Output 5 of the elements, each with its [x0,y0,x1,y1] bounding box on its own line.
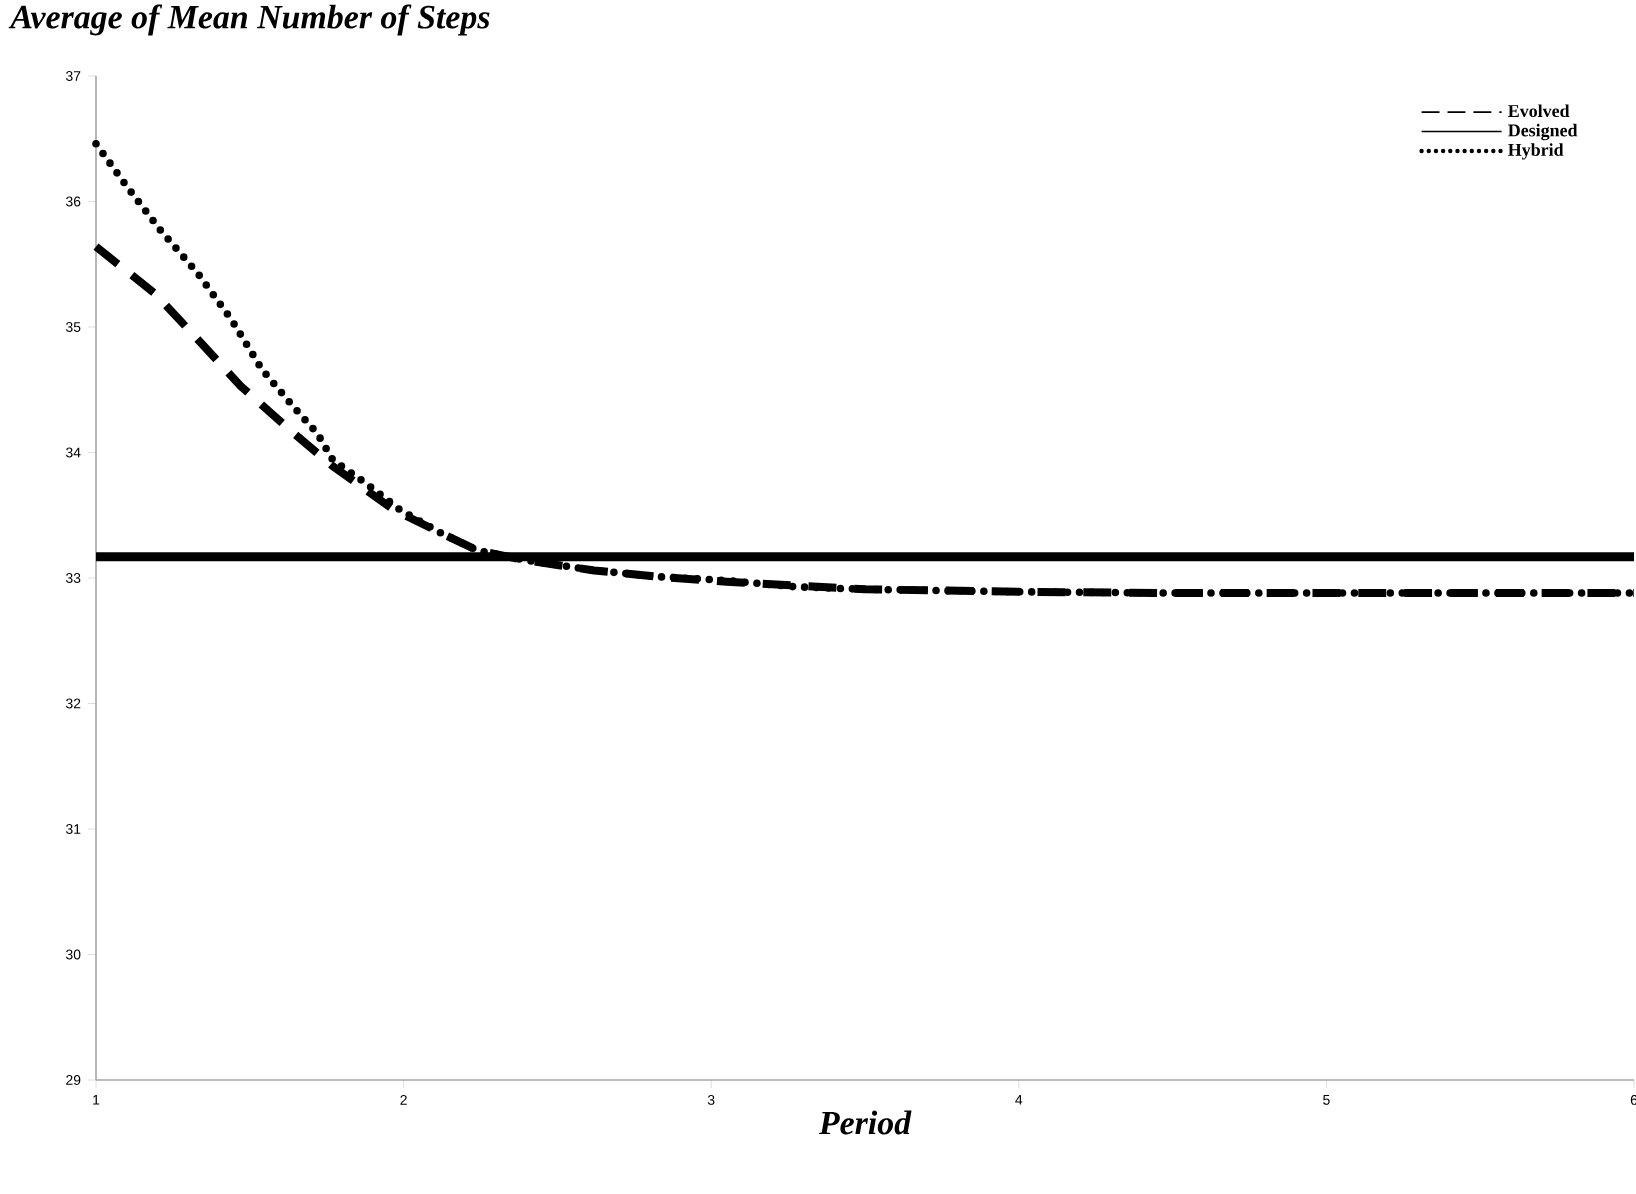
legend-label: Hybrid [1508,143,1564,160]
legend-label: Designed [1508,123,1578,141]
x-axis-title: Period [818,1110,912,1135]
chart-title: Average of Mean Number of Steps [8,4,490,36]
legend-label: Evolved [1508,104,1570,118]
